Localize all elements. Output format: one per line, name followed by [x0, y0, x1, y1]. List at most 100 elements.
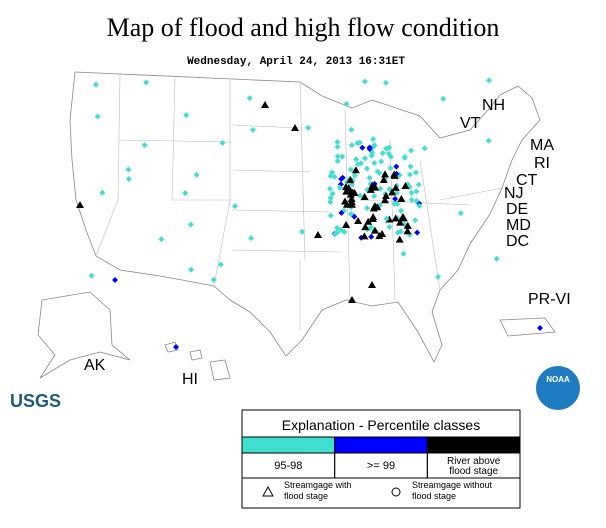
gage — [378, 158, 385, 165]
gage-flood — [390, 171, 399, 179]
gage — [485, 137, 492, 144]
legend-cell — [426, 452, 521, 479]
gage — [371, 159, 378, 166]
gage — [348, 142, 355, 149]
gage — [370, 136, 377, 143]
gage — [217, 261, 224, 268]
gage — [357, 192, 364, 199]
gage-flood — [366, 185, 375, 193]
conus-outline — [69, 71, 541, 363]
gage — [398, 207, 405, 214]
gage-flood — [342, 187, 351, 195]
gage — [407, 163, 414, 170]
gage — [141, 142, 148, 149]
legend-box — [241, 409, 521, 509]
region-label: CT — [516, 172, 538, 189]
gage — [88, 272, 95, 279]
gage-flood — [364, 217, 373, 225]
gage-flood — [360, 193, 369, 201]
gage — [366, 144, 373, 151]
legend-swatch — [334, 436, 428, 454]
gage — [339, 174, 346, 181]
gage — [421, 145, 428, 152]
legend: Explanation - Percentile classes 95-98 >=… — [241, 409, 521, 509]
gage — [356, 139, 363, 146]
title: Map of flood and high flow condition — [107, 13, 500, 42]
map — [37, 71, 556, 381]
legend-symbol-label: flood stage — [412, 491, 456, 501]
region-label: PR-VI — [528, 291, 571, 308]
region-label: DE — [506, 201, 528, 218]
usgs-logo: USGS — [10, 391, 61, 411]
gage — [361, 78, 368, 85]
gage-flood — [354, 216, 363, 224]
hawaii — [164, 341, 231, 381]
gage-flood — [348, 296, 356, 303]
gage — [327, 198, 334, 205]
gage-flood — [368, 281, 376, 288]
gage — [393, 163, 400, 170]
gage — [250, 126, 257, 133]
gage-flood — [391, 214, 400, 222]
gage — [92, 81, 99, 88]
gage — [485, 77, 492, 84]
gage — [99, 189, 106, 196]
gage — [359, 144, 366, 151]
gage — [413, 197, 420, 204]
gage-flood — [399, 214, 408, 222]
gage — [371, 193, 378, 200]
gage-flood — [379, 176, 388, 184]
gage — [406, 171, 413, 178]
legend-title: Explanation - Percentile classes — [282, 417, 480, 433]
timestamp: Wednesday, April 24, 2013 16:31ET — [187, 56, 405, 68]
gage-flood — [381, 170, 390, 178]
region-label: VT — [460, 115, 481, 132]
gage — [125, 175, 132, 182]
gage — [391, 200, 398, 207]
gage — [183, 112, 190, 119]
gage — [537, 325, 543, 331]
gage — [382, 79, 389, 86]
gage — [413, 188, 420, 195]
gage-flood — [348, 188, 357, 196]
gage-flood — [388, 188, 397, 196]
gage-flood — [361, 223, 370, 231]
gage — [336, 184, 343, 191]
gage — [182, 190, 189, 197]
gage — [343, 100, 350, 107]
region-label: HI — [182, 371, 198, 388]
gage — [331, 173, 338, 180]
gage — [158, 236, 165, 243]
gage — [327, 185, 334, 192]
gage — [334, 158, 341, 165]
legend-class-label: flood stage — [449, 466, 498, 477]
gage-flood — [395, 235, 404, 243]
gage-flood — [342, 221, 351, 229]
gage — [347, 210, 354, 217]
gage-flood — [401, 182, 410, 190]
gage — [334, 143, 341, 150]
gage — [414, 229, 421, 236]
gage-markers — [76, 77, 543, 350]
gage — [370, 143, 377, 150]
gage — [173, 344, 179, 350]
gage — [351, 213, 358, 220]
puerto-rico — [499, 317, 556, 337]
gage-flood — [347, 197, 356, 205]
gage-flood — [346, 176, 355, 184]
gage — [347, 166, 354, 173]
gage-flood — [342, 200, 351, 208]
gage — [334, 153, 341, 160]
gage — [457, 210, 464, 217]
gage — [383, 145, 390, 152]
gage-flood — [391, 183, 400, 191]
gage — [383, 215, 390, 222]
gage-flood — [369, 204, 378, 212]
gage-flood — [261, 101, 269, 108]
gage — [94, 113, 101, 120]
gage — [334, 139, 341, 146]
gage — [412, 217, 419, 224]
gage — [187, 221, 194, 228]
gage — [368, 152, 375, 159]
gage-flood — [403, 221, 412, 229]
